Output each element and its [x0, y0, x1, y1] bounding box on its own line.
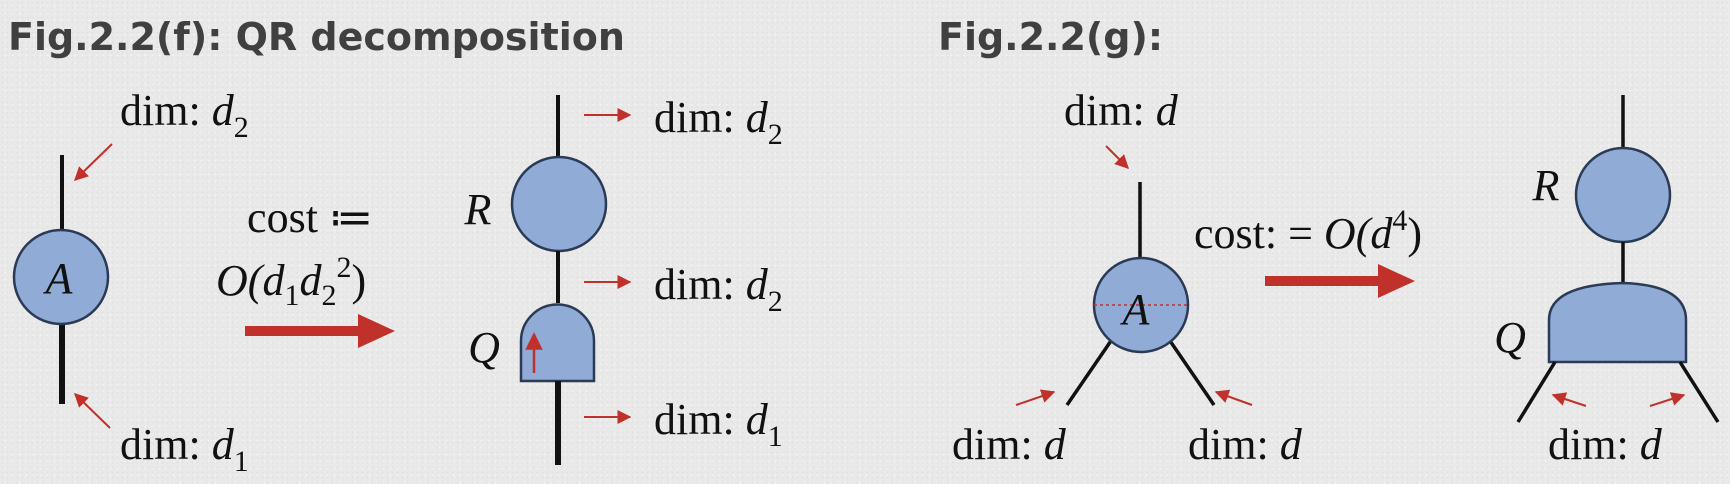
- figure-f-label-q-bottom: dim: d1: [584, 395, 783, 453]
- figure-f-r-node: [510, 155, 608, 253]
- figure-g-tensor-a: A: [1065, 182, 1216, 406]
- figure-f-label-rq: dim: d2: [584, 260, 783, 318]
- figure-g-label-top-arrow: [1105, 145, 1129, 169]
- figure-g-label-q: dim: d: [1548, 392, 1686, 469]
- figure-f-a-label: A: [43, 254, 74, 303]
- figure-f-label-bottom-arrow: [73, 393, 111, 429]
- figure-f-label-r-top: dim: d2: [584, 93, 783, 151]
- figure-g-label-left-arrow: [1015, 389, 1056, 406]
- figure-g-label-q-left-arrow: [1551, 392, 1587, 407]
- figure-g-q-node: [1547, 281, 1688, 364]
- figure-f-tensor-a: A: [12, 155, 110, 404]
- figure-g-a-right-leg: [1164, 334, 1216, 406]
- svg-text:dim: d: dim: d: [1548, 420, 1663, 469]
- figure-g-cost-arrow: [1265, 264, 1415, 298]
- figure-g-a-label: A: [1120, 285, 1151, 334]
- figure-g-r-node: [1574, 146, 1672, 244]
- figure-g-q-right-leg: [1678, 361, 1720, 423]
- svg-text:dim: d: dim: d: [1188, 420, 1303, 469]
- figure-g-r-label: R: [1532, 161, 1560, 210]
- figure-f-cost-line1: cost ≔: [247, 193, 373, 242]
- svg-text:dim: d: dim: d: [1064, 86, 1179, 135]
- svg-text:dim: d1: dim: d1: [654, 395, 783, 453]
- figure-g-label-q-right-arrow: [1649, 392, 1686, 407]
- figure-f-q-node: [519, 303, 596, 383]
- figure-g-cost-text: cost: = O(d4): [1194, 204, 1422, 258]
- svg-text:dim: d2: dim: d2: [120, 86, 249, 144]
- figure-f-label-top-arrow: [73, 143, 113, 181]
- figure-f-r-label: R: [464, 185, 492, 234]
- figure-f-label-top: dim: d2: [73, 86, 249, 181]
- figure-f-cost-arrow: [245, 314, 395, 348]
- figure-g-q-left-leg: [1516, 361, 1557, 423]
- figure-f-tensor-r: R: [464, 95, 608, 253]
- figure-f-q-label: Q: [468, 323, 500, 372]
- figure-f-title: Fig.2.2(f): QR decomposition: [8, 15, 625, 59]
- svg-text:dim: d: dim: d: [952, 420, 1067, 469]
- figure-f-label-bottom: dim: d1: [73, 393, 249, 478]
- figure-g-q-label: Q: [1494, 313, 1526, 362]
- figure-g-label-left: dim: d: [952, 389, 1067, 469]
- svg-text:dim: d2: dim: d2: [654, 260, 783, 318]
- figure-g-label-top: dim: d: [1064, 86, 1179, 169]
- figure-f-cost: cost ≔ O(d1d22): [216, 193, 395, 348]
- figure-g-cost: cost: = O(d4): [1194, 204, 1422, 298]
- svg-text:dim: d2: dim: d2: [654, 93, 783, 151]
- figure-g-tensor-q: Q: [1494, 281, 1720, 423]
- figure-g-a-left-leg: [1065, 334, 1117, 406]
- figure-g-tensor-r: R: [1532, 95, 1672, 244]
- figure-f-cost-line2: O(d1d22): [216, 251, 366, 312]
- figure-f-tensor-q: Q: [468, 303, 596, 465]
- figure-f-a-node: [12, 228, 110, 326]
- figure-g-title: Fig.2.2(g):: [938, 15, 1163, 59]
- figure-g-label-right: dim: d: [1188, 389, 1303, 469]
- figure-g-label-right-arrow: [1214, 389, 1253, 406]
- svg-text:dim: d1: dim: d1: [120, 420, 249, 478]
